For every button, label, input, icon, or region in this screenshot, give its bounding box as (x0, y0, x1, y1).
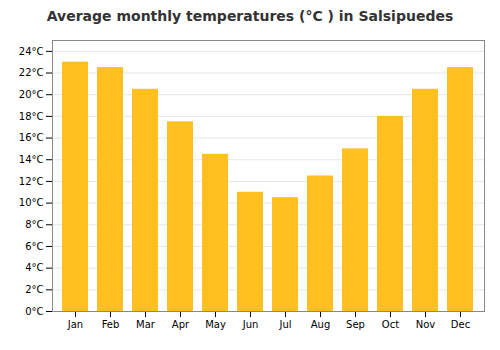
svg-text:12°C: 12°C (19, 176, 44, 187)
svg-text:Feb: Feb (102, 319, 120, 330)
svg-text:Jun: Jun (242, 319, 259, 330)
svg-text:16°C: 16°C (19, 132, 44, 143)
svg-text:Mar: Mar (136, 319, 156, 330)
svg-text:May: May (205, 319, 226, 330)
svg-text:Aug: Aug (311, 319, 331, 330)
svg-text:4°C: 4°C (25, 262, 43, 273)
svg-text:0°C: 0°C (25, 306, 43, 317)
svg-text:Oct: Oct (382, 319, 399, 330)
svg-text:Sep: Sep (346, 319, 365, 330)
svg-text:2°C: 2°C (25, 284, 43, 295)
html-text:Average monthly temperatures (: Average monthly temperatures (°C ) in Sa… (46, 8, 454, 24)
svg-text:8°C: 8°C (25, 219, 43, 230)
svg-text:20°C: 20°C (19, 89, 44, 100)
svg-text:14°C: 14°C (19, 154, 44, 165)
svg-text:Jul: Jul (278, 319, 291, 330)
svg-text:24°C: 24°C (19, 46, 44, 57)
svg-text:Nov: Nov (416, 319, 436, 330)
svg-text:Jan: Jan (67, 319, 83, 330)
svg-text:Apr: Apr (172, 319, 190, 330)
svg-text:6°C: 6°C (25, 241, 43, 252)
svg-text:22°C: 22°C (19, 67, 44, 78)
svg-text:10°C: 10°C (19, 197, 44, 208)
svg-text:Dec: Dec (451, 319, 470, 330)
svg-text:18°C: 18°C (19, 111, 44, 122)
